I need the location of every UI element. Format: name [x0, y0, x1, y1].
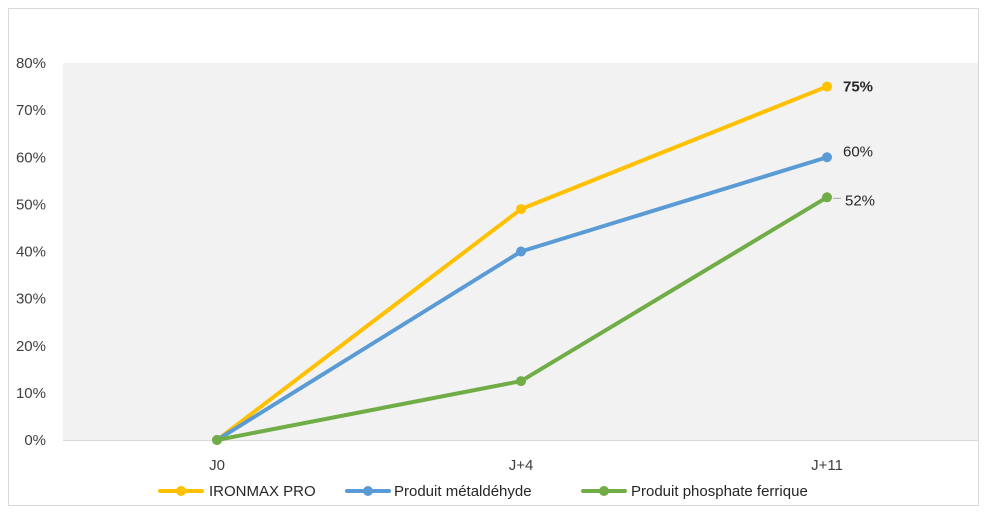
- legend-label: Produit phosphate ferrique: [631, 483, 808, 500]
- y-tick-label: 10%: [16, 385, 46, 402]
- y-tick-label: 50%: [16, 196, 46, 213]
- y-tick-label: 80%: [16, 55, 46, 72]
- data-point: [516, 376, 526, 387]
- data-point: [516, 204, 526, 215]
- legend-swatch-marker: [599, 486, 609, 496]
- legend-swatch-marker: [363, 486, 373, 496]
- data-label-end: 60%: [843, 143, 873, 160]
- x-tick-label: J+11: [811, 457, 843, 474]
- data-point: [822, 192, 832, 203]
- x-tick-label: J+4: [509, 457, 534, 474]
- y-tick-label: 70%: [16, 102, 46, 119]
- data-label-end: 75%: [843, 79, 873, 96]
- y-tick-label: 0%: [24, 432, 46, 449]
- data-point: [822, 152, 832, 163]
- y-tick-label: 60%: [16, 149, 46, 166]
- data-point: [516, 246, 526, 257]
- data-point: [822, 81, 832, 92]
- legend-label: Produit métaldéhyde: [394, 483, 532, 500]
- y-tick-label: 30%: [16, 291, 46, 308]
- data-point: [212, 435, 222, 445]
- x-tick-label: J0: [209, 457, 225, 474]
- y-tick-label: 20%: [16, 338, 46, 355]
- data-label-end: 52%: [845, 192, 875, 209]
- y-tick-label: 40%: [16, 244, 46, 261]
- legend-label: IRONMAX PRO: [209, 483, 316, 500]
- legend-swatch-marker: [176, 486, 186, 496]
